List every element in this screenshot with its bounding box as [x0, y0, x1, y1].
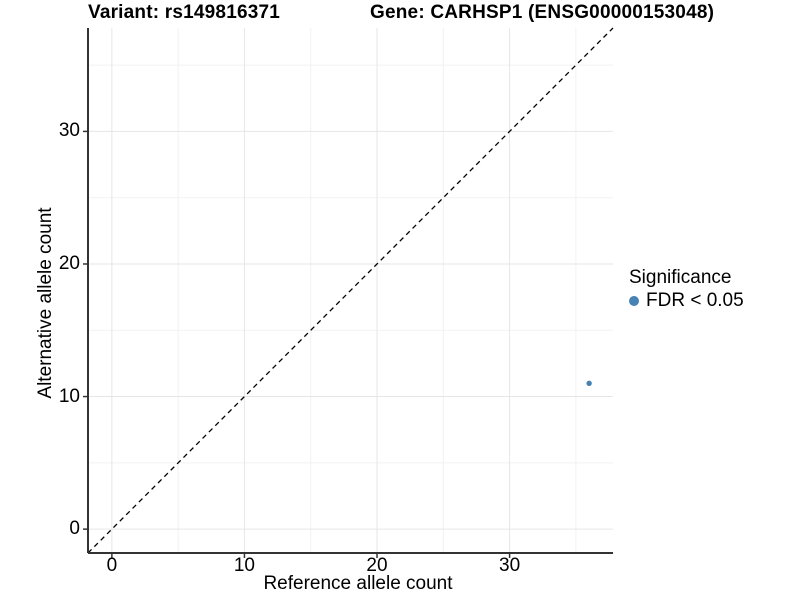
legend-point-icon — [629, 296, 639, 306]
legend-item: FDR < 0.05 — [629, 290, 744, 312]
x-tick-label: 30 — [499, 555, 521, 576]
identity-dashed-line — [87, 27, 614, 554]
y-tick-label: 10 — [58, 385, 80, 407]
legend-item-label: FDR < 0.05 — [646, 290, 744, 311]
x-tick-label: 10 — [233, 555, 256, 576]
legend: Significance FDR < 0.05 — [629, 267, 744, 312]
legend-title: Significance — [629, 267, 732, 288]
y-tick-label: 20 — [58, 252, 80, 274]
y-axis-title: Alternative allele count — [35, 207, 56, 399]
y-tick-label: 0 — [69, 518, 80, 540]
plot-title-variant: Variant: rs149816371 — [88, 2, 281, 23]
plot-title-gene: Gene: CARHSP1 (ENSG00000153048) — [370, 2, 715, 23]
x-axis-title: Reference allele count — [263, 573, 453, 594]
y-tick-label: 30 — [58, 120, 80, 142]
data-point — [586, 380, 592, 387]
x-tick-label: 20 — [366, 555, 388, 576]
x-tick-label: 0 — [106, 555, 118, 576]
